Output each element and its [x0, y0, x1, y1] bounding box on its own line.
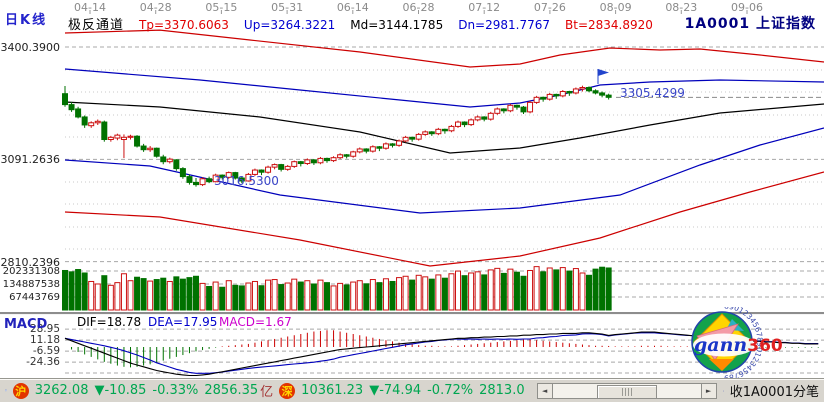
logo-text-band — [693, 333, 755, 357]
symbol-name: 上证指数 — [756, 16, 816, 32]
volume-axis-label: 67443769 — [9, 291, 60, 303]
macd-axis-label: 28.95 — [29, 323, 60, 336]
price-axis-label: 3400.3900 — [0, 41, 61, 54]
macd-axis-label: -24.36 — [26, 356, 60, 369]
channel-name-label: 极反通道 — [68, 18, 125, 33]
price-axis-label: 2810.2396 — [0, 255, 61, 269]
shanghai-market-badge: 沪 — [12, 382, 29, 399]
status-bar: 沪 3262.08 ▼-10.85 -0.33% 2856.35 亿 深 103… — [0, 378, 824, 402]
param-bt: Bt=2834.8920 — [565, 18, 653, 32]
macd-pane-title: MACD — [4, 317, 48, 332]
scroll-left-button[interactable]: ◄ — [536, 382, 553, 399]
channel-params-row: 极反通道 Tp=3370.6063 Up=3264.3221 Md=3144.1… — [68, 14, 653, 33]
date-label: 08-09 — [599, 1, 632, 14]
volume-layer[interactable] — [62, 266, 612, 311]
logo-orange-triangle — [709, 359, 734, 371]
price-axis-label: 3091.2636 — [0, 153, 61, 167]
scroll-right-button[interactable]: ► — [700, 382, 717, 399]
scroll-thumb-grip — [621, 387, 632, 396]
tick-mode-label[interactable]: 收1A0001分笔 — [729, 385, 819, 400]
date-label: 04-28 — [139, 1, 172, 14]
macd-dea-value: DEA=17.95 — [148, 315, 218, 329]
volume-axis-label: 134887538 — [2, 278, 60, 290]
param-dn: Dn=2981.7767 — [458, 18, 550, 32]
scroll-track[interactable] — [552, 382, 701, 399]
channel-lines-layer — [64, 29, 824, 267]
date-label: 06-14 — [336, 1, 369, 14]
param-tp: Tp=3370.6063 — [139, 18, 229, 32]
low-price-annotation: 3016.5300 — [214, 174, 279, 188]
channel-line-up — [64, 68, 824, 108]
date-label: 09-06 — [731, 1, 763, 14]
date-label: 05-15 — [205, 1, 238, 14]
sh-index-pct: -0.33% — [152, 383, 199, 398]
param-up: Up=3264.3221 — [243, 18, 336, 32]
date-label: 07-12 — [468, 1, 501, 14]
last-price-annotation: 3305.4299 — [620, 86, 685, 100]
date-label: 07-26 — [533, 1, 566, 14]
horizontal-scrollbar[interactable]: ◄ ► — [536, 382, 717, 399]
candles-layer[interactable] — [62, 69, 612, 187]
channel-line-bt — [64, 171, 824, 267]
sz-index-change: ▼-74.94 — [369, 383, 422, 398]
channel-line-tp — [64, 29, 824, 68]
kline-mode-label: 日K线 — [5, 13, 48, 28]
sh-turnover-unit: 亿 — [260, 385, 274, 400]
channel-line-md — [64, 101, 824, 154]
symbol-code: 1A0001 — [684, 16, 751, 32]
sh-index-change: ▼-10.85 — [94, 383, 147, 398]
volume-axis-label: 202331308 — [2, 265, 60, 277]
symbol-title: 1A0001 上证指数 — [685, 13, 816, 33]
channel-line-dn — [64, 127, 824, 214]
sh-index-value: 3262.08 — [34, 383, 89, 398]
sz-index-value: 10361.23 — [301, 383, 364, 398]
macd-axis-label: 11.18 — [29, 334, 60, 347]
shenzhen-market-badge: 深 — [279, 382, 296, 399]
scroll-thumb[interactable] — [596, 384, 657, 399]
antenna-icon — [722, 389, 724, 392]
grid-icon[interactable] — [5, 383, 7, 398]
macd-dif-value: DIF=18.78 — [77, 315, 142, 329]
macd-axis-label: -6.59 — [32, 345, 60, 358]
date-label: 06-28 — [402, 1, 435, 14]
sz-turnover: 2813.0 — [479, 383, 525, 398]
sz-index-pct: -0.72% — [427, 383, 474, 398]
logo-wordmark: gann360 — [694, 334, 783, 356]
flag-marker — [598, 69, 609, 76]
date-label: 04-14 — [74, 1, 106, 14]
date-label: 08-23 — [665, 1, 698, 14]
param-md: Md=3144.1785 — [350, 18, 444, 32]
date-label: 05-31 — [271, 1, 304, 14]
gann360-logo: 8901234567890123456789012345 gann360 — [682, 300, 796, 383]
macd-macd-value: MACD=1.67 — [219, 315, 292, 329]
sh-turnover: 2856.35 — [204, 383, 259, 398]
